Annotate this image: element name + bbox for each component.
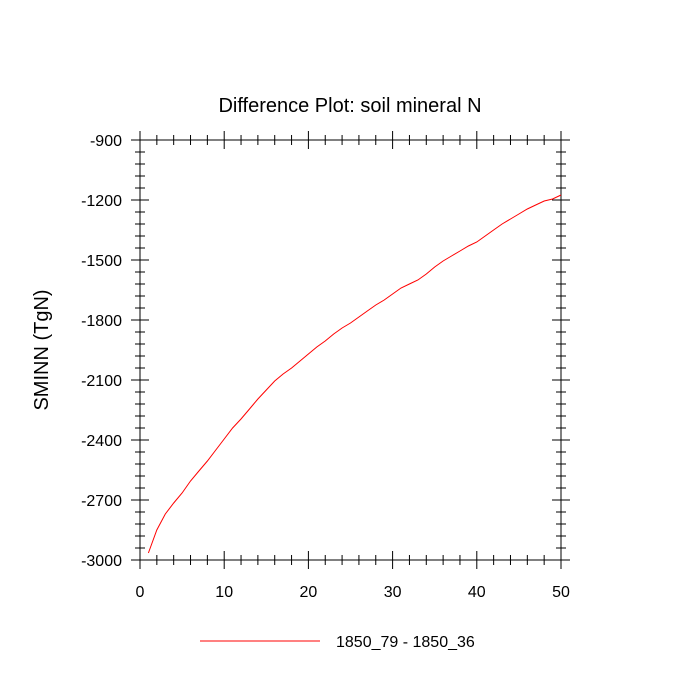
legend-label: 1850_79 - 1850_36 (336, 634, 475, 651)
plot-frame (139, 139, 562, 561)
series-layer (147, 194, 562, 554)
x-tick-label: 40 (468, 584, 486, 601)
y-tick-label: -900 (90, 133, 122, 150)
series-line (147, 194, 562, 554)
chart-title: Difference Plot: soil mineral N (218, 95, 481, 117)
y-axis: -3000 -2700 -2400 -2100 -1800 -1500 -1200 -900 (81, 133, 570, 570)
x-tick-label: 0 (136, 584, 145, 601)
plot-border (139, 139, 562, 561)
x-axis: 0 10 20 30 40 50 (136, 131, 570, 601)
y-tick-label: -1500 (81, 253, 122, 270)
x-tick-label: 20 (300, 584, 318, 601)
y-axis-label: SMINN (TgN) (31, 289, 53, 410)
x-tick-label: 50 (552, 584, 570, 601)
y-tick-label: -3000 (81, 553, 122, 570)
y-tick-label: -2400 (81, 433, 122, 450)
y-tick-label: -1200 (81, 193, 122, 210)
y-tick-label: -2100 (81, 373, 122, 390)
x-tick-label: 30 (384, 584, 402, 601)
legend: 1850_79 - 1850_36 (200, 634, 475, 651)
y-tick-label: -1800 (81, 313, 122, 330)
x-tick-label: 10 (215, 584, 233, 601)
y-tick-label: -2700 (81, 493, 122, 510)
